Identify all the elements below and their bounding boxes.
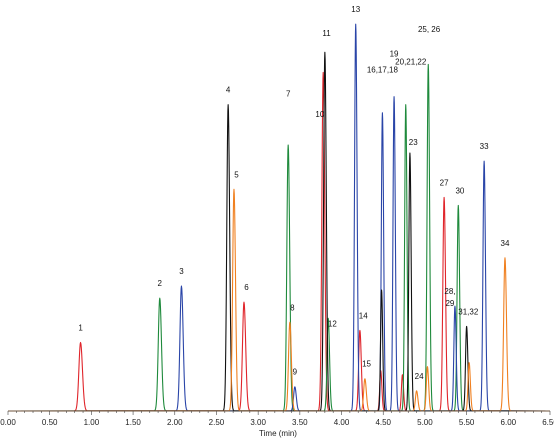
peak-label: 16,17,18 [367,65,399,74]
peak-label: 34 [501,239,510,248]
x-tick-label: 0.50 [42,418,58,427]
peak-label: 19 [390,49,399,58]
x-tick-label: 3.00 [250,418,266,427]
trace-3 [7,51,551,412]
peak-label: 7 [286,90,291,99]
x-tick-label: 6.00 [501,418,517,427]
x-tick-label: 5.00 [417,418,433,427]
peak-label: 31,32 [458,307,479,316]
peak-label: 13 [351,5,360,14]
peak-label: 15 [362,360,371,369]
peak-labels: 12345678910111213141516,17,181920,21,222… [78,5,510,381]
chromatogram-traces [7,23,551,412]
trace-1 [7,63,551,412]
x-tick-label: 6.50 [542,418,554,427]
x-tick-label: 0.00 [0,418,16,427]
x-tick-label: 5.50 [459,418,475,427]
peak-label: 30 [455,186,464,195]
peak-label: 27 [440,178,449,187]
peak-label: 24 [415,372,424,381]
x-tick-label: 1.00 [84,418,100,427]
trace-0 [7,71,551,412]
x-axis-label: Time (min) [259,429,297,438]
peak-label: 6 [244,283,249,292]
peak-label: 28, [444,287,455,296]
x-tick-label: 2.00 [167,418,183,427]
peak-label: 3 [179,267,184,276]
x-tick-label: 4.00 [334,418,350,427]
x-axis-ticks: 0.00 0.50 1.00 1.50 2.00 2.50 3.00 3.50 4.00 4.50… [0,411,554,427]
x-tick-label: 2.50 [209,418,225,427]
x-tick-label: 4.50 [375,418,391,427]
peak-label: 11 [322,29,331,38]
x-tick-label: 1.50 [125,418,141,427]
peak-label: 12 [328,319,337,328]
peak-label: 4 [226,86,231,95]
peak-label: 9 [293,368,298,377]
peak-label: 5 [234,170,239,179]
peak-label: 2 [158,279,163,288]
peak-label: 20,21,22 [395,57,427,66]
peak-label: 29 [445,299,454,308]
peak-label: 10 [315,110,324,119]
peak-label: 25, 26 [418,25,441,34]
peak-label: 23 [409,138,418,147]
peak-label: 14 [359,311,368,320]
x-tick-label: 3.50 [292,418,308,427]
peak-label: 1 [78,323,83,332]
trace-2 [7,23,551,412]
peak-label: 33 [480,142,489,151]
peak-label: 8 [290,303,295,312]
trace-4 [7,188,551,412]
